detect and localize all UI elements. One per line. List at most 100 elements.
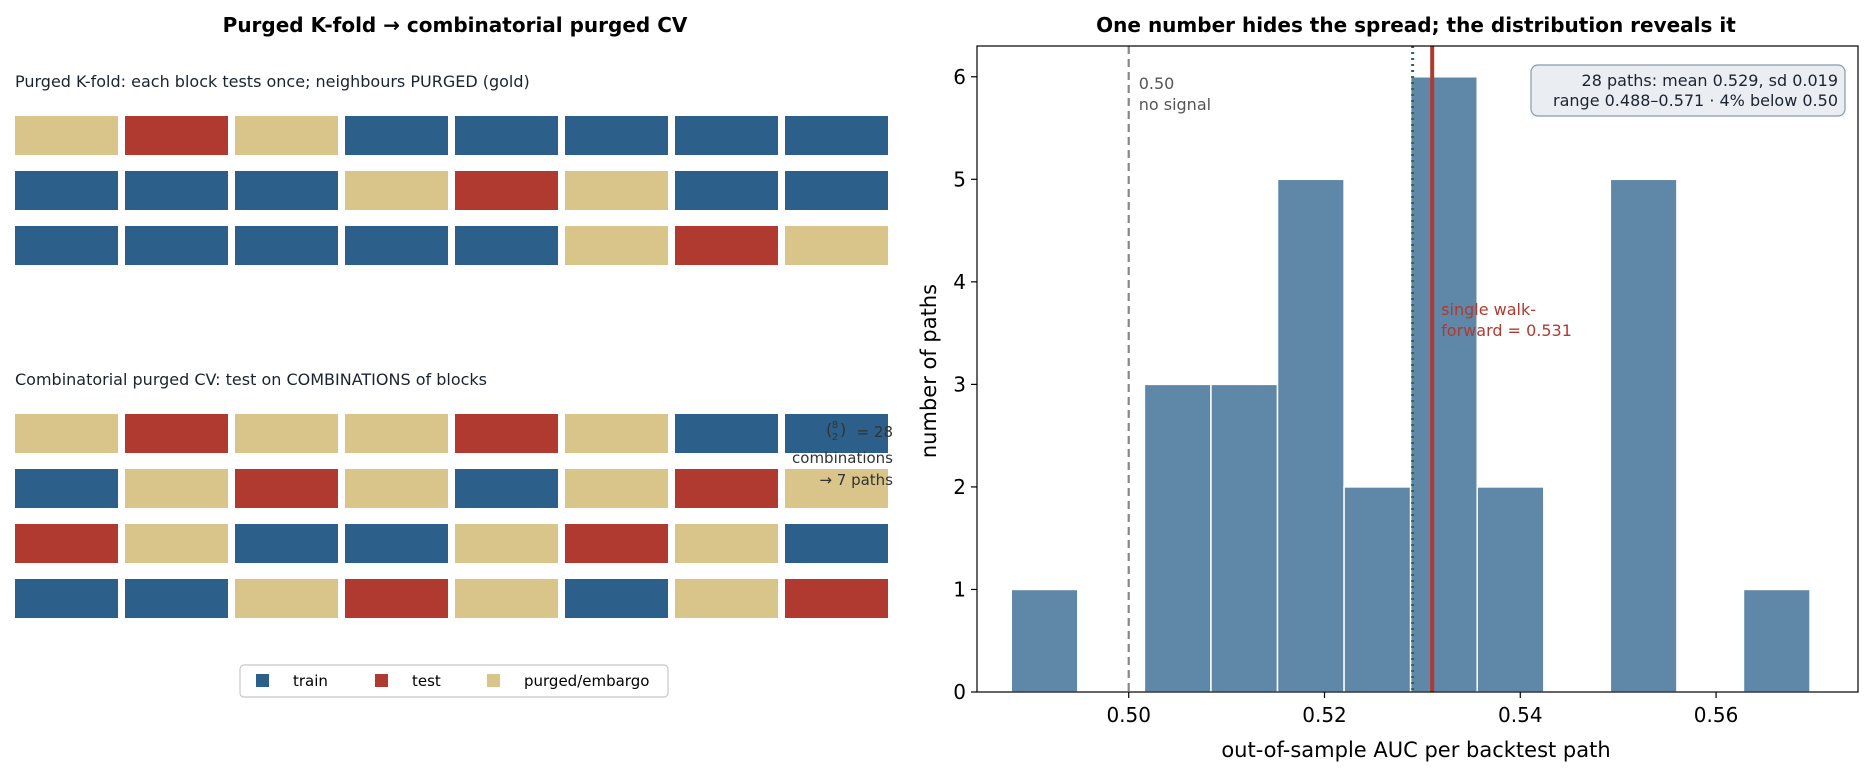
cpcv-block-r2-c4-purged — [345, 469, 448, 508]
binom-open-paren: ( — [826, 420, 832, 439]
kfold-block-r1-c4-train — [345, 116, 448, 155]
kfold-grid — [15, 116, 888, 265]
kfold-block-r3-c7-test — [675, 226, 778, 265]
cpcv-block-r1-c3-purged — [235, 414, 338, 453]
kfold-block-r3-c2-train — [125, 226, 228, 265]
y-tick-label: 3 — [953, 372, 966, 396]
cpcv-block-r4-c8-test — [785, 579, 888, 618]
cpcv-block-r1-c5-test — [455, 414, 558, 453]
histogram-bar — [1276, 178, 1345, 693]
cpcv-block-r2-c6-purged — [565, 469, 668, 508]
kfold-block-r3-c6-purged — [565, 226, 668, 265]
cpcv-block-r2-c2-purged — [125, 469, 228, 508]
kfold-block-r1-c8-train — [785, 116, 888, 155]
binom-close-paren: ) — [840, 420, 846, 439]
kfold-block-r2-c2-train — [125, 171, 228, 210]
kfold-block-r2-c3-train — [235, 171, 338, 210]
legend-label-purged: purged/embargo — [524, 672, 649, 690]
kfold-block-r2-c6-purged — [565, 171, 668, 210]
cpcv-block-r2-c8-purged — [785, 469, 888, 508]
kfold-block-r3-c8-purged — [785, 226, 888, 265]
kfold-block-r2-c7-train — [675, 171, 778, 210]
binom-bottom: 2 — [832, 432, 838, 443]
walk-forward-label-line1: single walk- — [1441, 300, 1536, 319]
cpcv-block-r4-c6-train — [565, 579, 668, 618]
cpcv-block-r3-c1-test — [15, 524, 118, 563]
kfold-block-r3-c3-train — [235, 226, 338, 265]
histogram-bar — [1476, 486, 1545, 693]
cpcv-block-r4-c2-train — [125, 579, 228, 618]
kfold-caption: Purged K-fold: each block tests once; ne… — [15, 72, 530, 91]
y-tick-label: 1 — [953, 577, 966, 601]
cpcv-block-r2-c5-train — [455, 469, 558, 508]
y-tick-label: 4 — [953, 270, 966, 294]
histogram-bar — [1143, 383, 1212, 693]
cv-schematic-panel: Purged K-fold → combinatorial purged CV … — [15, 13, 893, 698]
reference-lines — [1127, 46, 1435, 692]
histogram-axes: 0.50 0.52 0.54 0.56 0 1 2 3 4 5 6 — [953, 45, 1859, 727]
y-axis-label: number of paths — [917, 284, 941, 458]
kfold-block-r1-c3-purged — [235, 116, 338, 155]
kfold-block-r2-c5-test — [455, 171, 558, 210]
histogram-bar — [1210, 383, 1279, 693]
legend-swatch-train — [256, 674, 269, 687]
cpcv-block-r3-c5-purged — [455, 524, 558, 563]
cpcv-block-r1-c1-purged — [15, 414, 118, 453]
histogram-bars — [1010, 76, 1811, 693]
combinations-label: combinations — [792, 449, 893, 467]
cpcv-block-r4-c4-test — [345, 579, 448, 618]
stats-line-2: range 0.488–0.571 · 4% below 0.50 — [1553, 91, 1838, 110]
histogram-bar — [1343, 486, 1412, 693]
kfold-block-r2-c8-train — [785, 171, 888, 210]
cpcv-block-r2-c3-test — [235, 469, 338, 508]
y-tick-label: 2 — [953, 475, 966, 499]
cpcv-caption: Combinatorial purged CV: test on COMBINA… — [15, 370, 487, 389]
kfold-block-r3-c5-train — [455, 226, 558, 265]
cpcv-block-r3-c7-purged — [675, 524, 778, 563]
kfold-block-r3-c4-train — [345, 226, 448, 265]
plot-frame — [976, 45, 1859, 693]
cpcv-block-r4-c1-train — [15, 579, 118, 618]
x-tick-label: 0.52 — [1302, 703, 1347, 727]
schematic-title: Purged K-fold → combinatorial purged CV — [223, 13, 688, 37]
x-tick-label: 0.54 — [1498, 703, 1543, 727]
cpcv-block-r3-c4-train — [345, 524, 448, 563]
x-tick-label: 0.56 — [1694, 703, 1739, 727]
combinations-note: ( 8 2 ) = 28 combinations → 7 paths — [792, 420, 893, 489]
cpcv-block-r3-c2-purged — [125, 524, 228, 563]
stats-line-1: 28 paths: mean 0.529, sd 0.019 — [1582, 71, 1838, 90]
x-axis-label: out-of-sample AUC per backtest path — [1221, 738, 1610, 762]
cpcv-block-r1-c4-purged — [345, 414, 448, 453]
cpcv-block-r2-c7-test — [675, 469, 778, 508]
cpcv-block-r1-c8-train — [785, 414, 888, 453]
stats-box-frame — [1530, 64, 1846, 117]
legend-swatch-test — [375, 674, 388, 687]
kfold-block-r2-c4-purged — [345, 171, 448, 210]
kfold-block-r3-c1-train — [15, 226, 118, 265]
auc-histogram-panel: One number hides the spread; the distrib… — [917, 13, 1859, 762]
kfold-block-r1-c7-train — [675, 116, 778, 155]
cpcv-block-r4-c5-purged — [455, 579, 558, 618]
cpcv-block-r1-c2-test — [125, 414, 228, 453]
cpcv-block-r1-c7-train — [675, 414, 778, 453]
histogram-bar — [1609, 178, 1678, 693]
cpcv-block-r3-c8-train — [785, 524, 888, 563]
y-tick-label: 5 — [953, 167, 966, 191]
no-signal-value-label: 0.50 — [1139, 74, 1175, 93]
legend-swatch-purged — [487, 674, 500, 687]
kfold-block-r2-c1-train — [15, 171, 118, 210]
cpcv-block-r2-c1-train — [15, 469, 118, 508]
stats-box: 28 paths: mean 0.529, sd 0.019 range 0.4… — [1530, 64, 1846, 117]
kfold-block-r1-c5-train — [455, 116, 558, 155]
combinations-equals: = 28 — [857, 423, 893, 441]
cpcv-block-r4-c3-purged — [235, 579, 338, 618]
cpcv-block-r3-c3-train — [235, 524, 338, 563]
kfold-block-r1-c1-purged — [15, 116, 118, 155]
cpcv-grid — [15, 414, 888, 618]
walk-forward-label-line2: forward = 0.531 — [1441, 321, 1572, 340]
histogram-bar — [1409, 76, 1478, 693]
legend-label-test: test — [412, 672, 441, 690]
histogram-title: One number hides the spread; the distrib… — [1096, 13, 1736, 37]
